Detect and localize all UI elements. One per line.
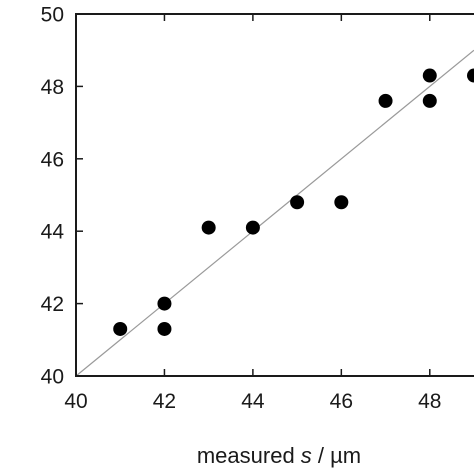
data-point bbox=[245, 220, 260, 235]
plot-frame bbox=[75, 13, 474, 377]
x-tick-label: 44 bbox=[241, 390, 265, 413]
y-tick-label: 50 bbox=[41, 4, 64, 27]
reference-line-layer bbox=[75, 49, 474, 377]
data-point bbox=[157, 321, 172, 336]
tick-labels-layer: 40 42 44 46 48 40 42 44 46 48 50 bbox=[41, 4, 442, 414]
y-tick-label: 44 bbox=[41, 221, 65, 244]
axis-ticks-layer bbox=[75, 13, 431, 377]
data-point bbox=[157, 296, 172, 311]
y-tick-label: 42 bbox=[41, 293, 64, 316]
x-tick-label: 42 bbox=[153, 390, 176, 413]
data-point bbox=[334, 195, 349, 210]
x-axis-title-unit: / µm bbox=[312, 443, 361, 468]
y-tick-label: 46 bbox=[41, 148, 64, 171]
reference-line bbox=[75, 49, 474, 377]
x-axis-title: measured s / µm bbox=[197, 443, 361, 468]
data-point bbox=[290, 195, 305, 210]
x-axis-title-variable: s bbox=[301, 443, 312, 468]
data-point bbox=[467, 68, 474, 83]
x-axis-title-prefix: measured bbox=[197, 443, 301, 468]
y-tick-label: 40 bbox=[41, 366, 64, 389]
data-point bbox=[422, 93, 437, 108]
x-tick-label: 40 bbox=[64, 390, 87, 413]
data-point bbox=[113, 321, 128, 336]
y-tick-label: 48 bbox=[41, 76, 64, 99]
data-point bbox=[378, 93, 393, 108]
data-points-layer bbox=[113, 68, 474, 336]
x-tick-label: 48 bbox=[418, 390, 441, 413]
x-tick-label: 46 bbox=[330, 390, 353, 413]
data-point bbox=[422, 68, 437, 83]
data-point bbox=[201, 220, 216, 235]
